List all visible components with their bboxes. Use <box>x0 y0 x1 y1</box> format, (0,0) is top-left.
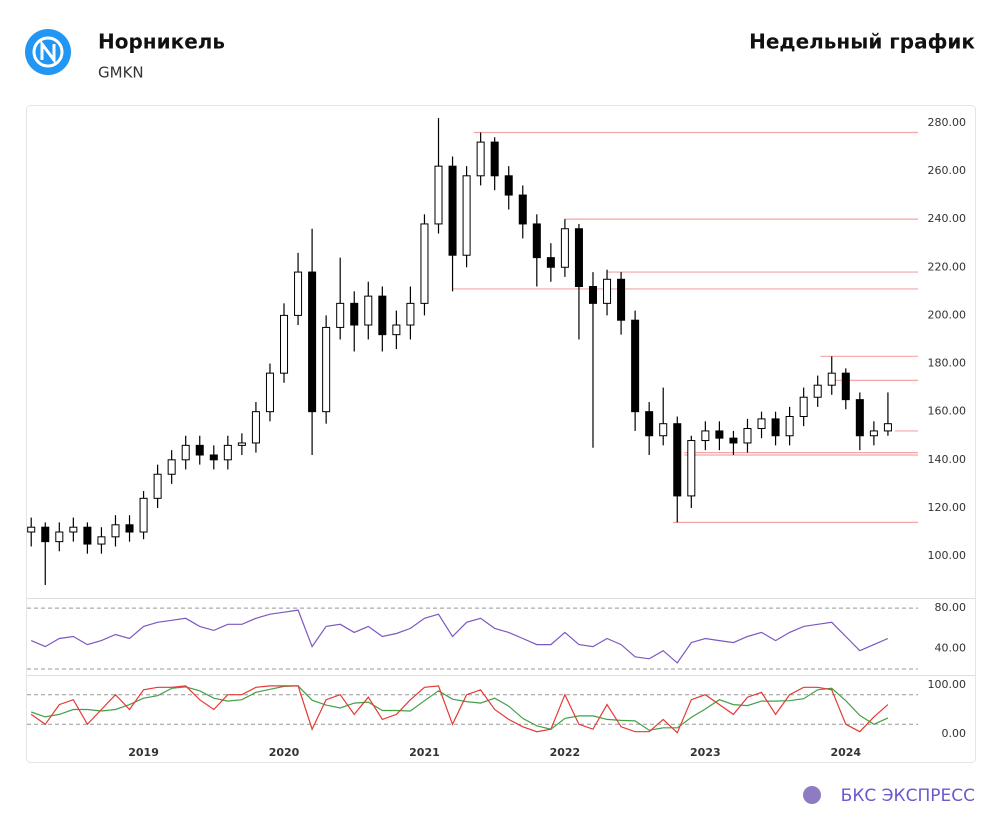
x-tick-label: 2020 <box>269 746 300 759</box>
candle-body <box>69 526 78 533</box>
candle-body <box>125 524 134 533</box>
candle-body <box>462 175 471 256</box>
candle-body <box>645 411 654 437</box>
candle-body <box>855 399 864 437</box>
candle-body <box>715 430 724 439</box>
candle-body <box>560 228 569 268</box>
candle-body <box>785 415 794 437</box>
candle-body <box>336 302 345 328</box>
x-tick-label: 2022 <box>550 746 581 759</box>
y-tick-label: 0.00 <box>942 727 967 740</box>
candle-body <box>322 326 331 413</box>
logo-mark <box>40 39 56 65</box>
candle-body <box>350 302 359 326</box>
candle-body <box>83 526 92 545</box>
y-tick-label: 120.00 <box>928 501 967 514</box>
candle-body <box>434 165 443 225</box>
candle-body <box>546 257 555 268</box>
logo-ring <box>32 36 64 68</box>
candle-body <box>420 223 429 304</box>
candle-body <box>97 536 106 545</box>
candle-body <box>153 473 162 499</box>
y-tick-label: 160.00 <box>928 405 967 418</box>
candle-body <box>743 428 752 444</box>
candle-body <box>223 444 232 461</box>
panel-frame <box>26 105 976 763</box>
candle-body <box>869 430 878 437</box>
candle-body <box>308 271 317 413</box>
candle-body <box>392 324 401 336</box>
candle-body <box>757 418 766 430</box>
ticker: GMKN <box>98 64 144 82</box>
x-tick-label: 2024 <box>830 746 861 759</box>
y-tick-label: 260.00 <box>928 164 967 177</box>
candle-body <box>251 411 260 444</box>
candle-body <box>41 526 50 543</box>
candle-body <box>167 459 176 475</box>
candle-body <box>827 372 836 386</box>
x-tick-label: 2021 <box>409 746 440 759</box>
candle-body <box>504 175 513 196</box>
candle-body <box>111 524 120 538</box>
candle-body <box>588 286 598 304</box>
candle-body <box>813 384 822 398</box>
candle-body <box>378 295 387 336</box>
candle-body <box>195 444 204 456</box>
candle-body <box>237 442 246 446</box>
candle-body <box>603 278 612 304</box>
y-tick-label: 200.00 <box>928 308 967 321</box>
candle-body <box>181 444 190 461</box>
candle-body <box>883 423 892 432</box>
company-name: Норникель <box>98 30 225 54</box>
y-tick-label: 100.00 <box>928 678 967 691</box>
candle-body <box>476 141 485 177</box>
candle-body <box>518 194 527 225</box>
candle-body <box>139 497 148 533</box>
brand-logo <box>803 786 821 804</box>
candle-body <box>490 141 499 177</box>
candle-body <box>265 372 274 413</box>
candle-body <box>364 295 373 326</box>
candle-body <box>673 423 682 497</box>
y-tick-label: 220.00 <box>928 260 967 273</box>
candle-body <box>27 526 36 533</box>
candle-body <box>771 418 780 437</box>
candle-body <box>574 228 583 288</box>
candle-body <box>687 440 696 497</box>
candle-body <box>701 430 710 442</box>
candle-body <box>729 437 738 444</box>
x-tick-label: 2019 <box>128 746 159 759</box>
candle-body <box>209 454 218 461</box>
candle-body <box>659 423 668 437</box>
y-tick-label: 240.00 <box>928 212 967 225</box>
chart-label: Недельный график <box>749 30 975 54</box>
candle-body <box>841 372 850 401</box>
candle-body <box>448 165 457 256</box>
brand: БКС ЭКСПРЕСС <box>841 786 975 806</box>
x-tick-label: 2023 <box>690 746 721 759</box>
y-tick-label: 180.00 <box>928 357 967 370</box>
candle-body <box>280 314 289 374</box>
candle-body <box>631 319 640 413</box>
candle-body <box>55 531 64 543</box>
indicator-line <box>31 685 889 731</box>
candle-body <box>799 396 808 417</box>
indicator-line <box>30 685 889 734</box>
y-tick-label: 280.00 <box>928 116 967 129</box>
indicator-line <box>30 609 889 664</box>
candle-body <box>294 271 303 316</box>
y-tick-label: 100.00 <box>928 549 967 562</box>
y-tick-label: 140.00 <box>928 453 967 466</box>
candle-body <box>532 223 541 259</box>
y-tick-label: 80.00 <box>935 601 967 614</box>
candle-body <box>617 278 626 321</box>
candle-body <box>406 302 415 326</box>
y-tick-label: 40.00 <box>935 642 967 655</box>
